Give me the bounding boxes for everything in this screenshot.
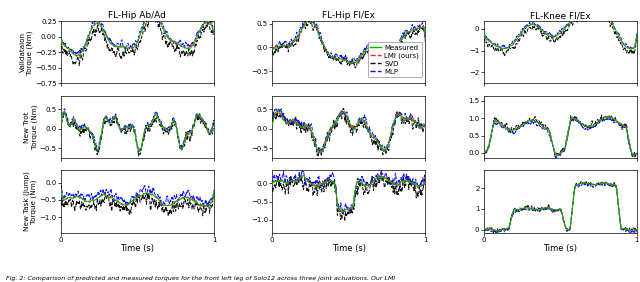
Y-axis label: New Trot
Torque (Nm): New Trot Torque (Nm) <box>24 105 38 149</box>
Text: Fig. 2: Comparison of predicted and measured torques for the front left leg of S: Fig. 2: Comparison of predicted and meas… <box>6 276 396 281</box>
Title: FL-Hip Ab/Ad: FL-Hip Ab/Ad <box>108 11 166 20</box>
X-axis label: Time (s): Time (s) <box>120 244 154 253</box>
X-axis label: Time (s): Time (s) <box>543 244 577 253</box>
X-axis label: Time (s): Time (s) <box>332 244 366 253</box>
Legend: Measured, LMI (ours), SVD, MLP: Measured, LMI (ours), SVD, MLP <box>367 42 422 77</box>
Title: FL-Hip Fl/Ex: FL-Hip Fl/Ex <box>323 11 375 20</box>
Y-axis label: Validataion
Torque (Nm): Validataion Torque (Nm) <box>20 30 33 74</box>
Title: FL-Knee Fl/Ex: FL-Knee Fl/Ex <box>530 11 591 20</box>
Y-axis label: New Task (Jump)
Torque (Nm): New Task (Jump) Torque (Nm) <box>24 172 37 232</box>
